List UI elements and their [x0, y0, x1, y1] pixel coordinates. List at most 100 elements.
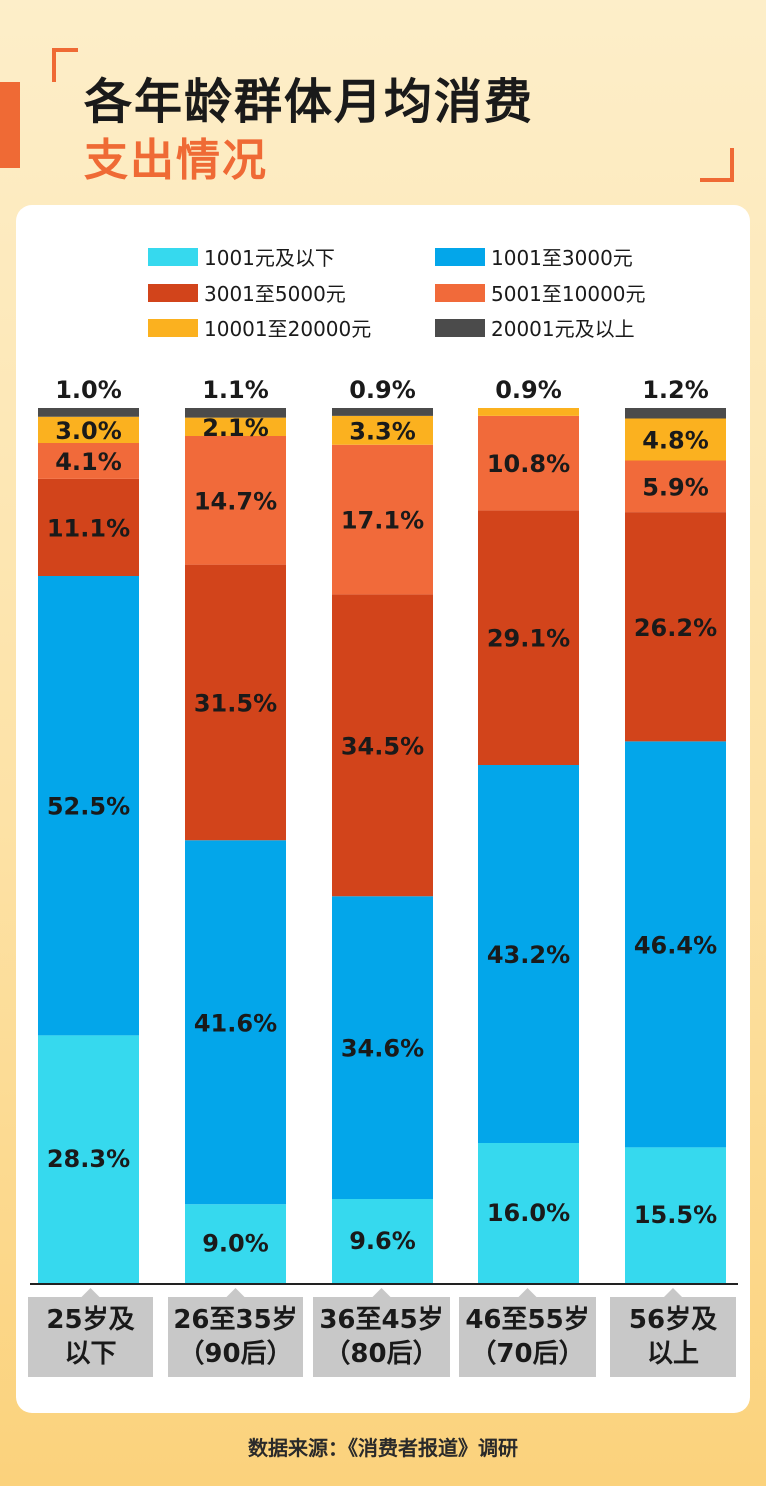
category-label-line: （90后）: [178, 1339, 293, 1369]
category-label-line: （80后）: [324, 1339, 439, 1369]
data-label: 11.1%: [47, 514, 130, 542]
bar-segment: [185, 408, 286, 418]
data-label: 28.3%: [47, 1145, 130, 1173]
data-label: 0.9%: [495, 376, 562, 404]
data-label: 52.5%: [47, 793, 130, 821]
bar-segment: [332, 1199, 433, 1283]
bar-segment: [625, 1147, 726, 1283]
bar-segment: [478, 1143, 579, 1283]
bar-segment: [185, 1204, 286, 1283]
legend-swatch: [435, 318, 485, 337]
bar-segment: [625, 408, 726, 419]
category-label-line: 以上: [646, 1339, 699, 1369]
legend-item: 1001至3000元: [435, 242, 633, 271]
bar-segment: [478, 765, 579, 1143]
data-label: 3.0%: [55, 417, 122, 445]
data-source: 数据来源：《消费者报道》调研: [248, 1436, 518, 1460]
category-pointer: [372, 1288, 391, 1297]
legend-swatch: [435, 247, 485, 266]
category-label: 36至45岁 （80后）: [313, 1297, 450, 1377]
legend-label: 10001至20000元: [204, 317, 372, 341]
legend-item: 10001至20000元: [148, 313, 371, 342]
legend-swatch: [148, 247, 198, 266]
data-label: 34.5%: [341, 732, 424, 760]
category-pointer: [664, 1288, 682, 1297]
bar-segment: [185, 564, 286, 841]
data-label: 16.0%: [487, 1199, 570, 1227]
bar-segment: [332, 444, 433, 595]
category-pointer: [81, 1288, 100, 1297]
bar-segment: [185, 840, 286, 1205]
category-label-line: 以下: [64, 1339, 117, 1369]
bar-segment: [625, 460, 726, 513]
category-label-line: 36至45岁: [319, 1305, 444, 1335]
legend-label: 3001至5000元: [204, 282, 346, 306]
bar-segment: [38, 478, 139, 576]
bar-segment: [625, 741, 726, 1148]
bar-segment: [38, 443, 139, 479]
category-label-line: （70后）: [470, 1339, 585, 1369]
legend-label: 1001至3000元: [491, 246, 633, 270]
data-label: 43.2%: [487, 941, 570, 969]
data-label: 5.9%: [642, 473, 709, 501]
title-accent-bar: [0, 82, 20, 168]
chart-title: 各年龄群体月均消费: [84, 74, 535, 130]
category-label: 25岁及以下: [28, 1297, 153, 1377]
data-label: 29.1%: [487, 625, 570, 653]
data-label: 1.2%: [642, 376, 709, 404]
category-label: 46至55岁 （70后）: [459, 1297, 596, 1377]
legend-item: 20001元及以上: [435, 313, 635, 342]
data-label: 15.5%: [634, 1201, 717, 1229]
bar-segment: [185, 436, 286, 565]
bar-segment: [332, 415, 433, 445]
title-bracket-top-left: [52, 48, 78, 82]
data-label: 4.8%: [642, 427, 709, 455]
category-pointer: [226, 1288, 245, 1297]
legend-label: 5001至10000元: [491, 282, 646, 306]
data-label: 4.1%: [55, 448, 122, 476]
data-label: 2.1%: [202, 414, 269, 442]
data-label: 14.7%: [194, 487, 277, 515]
category-label-line: 56岁及: [628, 1305, 718, 1335]
legend-label: 1001元及以下: [204, 246, 335, 270]
legend-item: 1001元及以下: [148, 242, 335, 271]
data-label: 9.6%: [349, 1227, 416, 1255]
legend-swatch: [148, 318, 198, 337]
bar-segment: [38, 416, 139, 443]
category-label: 26至35岁 （90后）: [168, 1297, 303, 1377]
data-label: 3.3%: [349, 417, 416, 445]
data-label: 1.0%: [55, 376, 122, 404]
data-label: 26.2%: [634, 614, 717, 642]
data-label: 31.5%: [194, 689, 277, 717]
bar-segment: [478, 408, 579, 416]
data-label: 41.6%: [194, 1009, 277, 1037]
bar-segment: [38, 1035, 139, 1283]
category-label-line: 46至55岁: [465, 1305, 590, 1335]
data-label: 17.1%: [341, 507, 424, 535]
legend-swatch: [435, 283, 485, 302]
legend-swatch: [148, 283, 198, 302]
data-label: 1.1%: [202, 376, 269, 404]
data-label: 46.4%: [634, 931, 717, 959]
data-label: 10.8%: [487, 450, 570, 478]
legend-item: 3001至5000元: [148, 278, 346, 307]
legend-label: 20001元及以上: [491, 317, 635, 341]
bar-segment: [332, 896, 433, 1199]
bar-segment: [185, 417, 286, 436]
data-label: 9.0%: [202, 1230, 269, 1258]
category-label-line: 25岁及: [46, 1305, 135, 1335]
title-bracket-bottom-right: [700, 148, 734, 182]
bar-segment: [478, 415, 579, 511]
bar-segment: [38, 408, 139, 417]
bar-segment: [625, 512, 726, 742]
bar-segment: [625, 418, 726, 461]
bar-segment: [332, 408, 433, 416]
bar-segment: [478, 510, 579, 765]
chart-subtitle: 支出情况: [84, 135, 268, 186]
data-label: 0.9%: [349, 376, 416, 404]
category-pointer: [518, 1288, 537, 1297]
legend-item: 5001至10000元: [435, 278, 646, 307]
bar-segment: [38, 576, 139, 1036]
bar-segment: [332, 594, 433, 897]
